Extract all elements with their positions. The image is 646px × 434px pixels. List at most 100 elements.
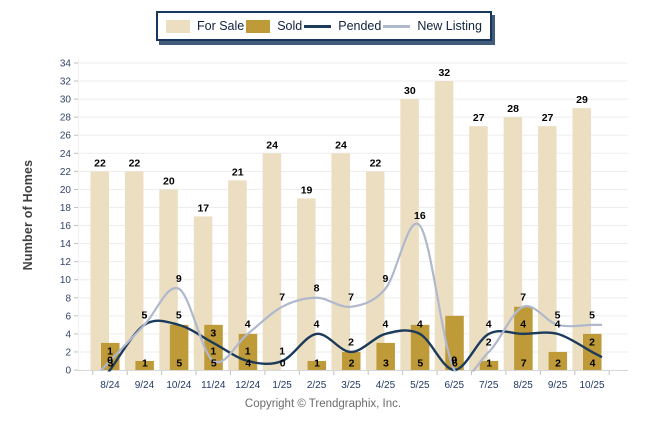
x-tick-label: 3/25: [341, 380, 361, 391]
label-for-sale: 22: [94, 157, 106, 169]
label-pended: 5: [176, 309, 182, 321]
label-sold: 2: [555, 358, 561, 370]
x-tick-label: 7/25: [479, 380, 499, 391]
x-tick-label: 10/24: [166, 380, 191, 391]
bar-for-sale: [572, 108, 591, 370]
label-new-listing: 1: [107, 345, 113, 357]
label-pended: 2: [348, 336, 354, 348]
y-tick-label: 26: [60, 131, 72, 142]
sold-swatch-icon: [246, 19, 271, 33]
legend-label-for-sale: For Sale: [196, 19, 245, 33]
y-tick-label: 12: [60, 257, 72, 268]
bar-for-sale: [434, 81, 454, 370]
bar-sold: [342, 351, 361, 370]
label-for-sale: 22: [370, 157, 382, 169]
x-tick-label: 4/25: [376, 380, 396, 391]
y-tick-label: 24: [60, 149, 72, 160]
label-new-listing: 5: [142, 309, 148, 321]
label-pended: 1: [245, 345, 251, 357]
label-for-sale: 32: [438, 67, 450, 79]
label-pended: 4: [417, 318, 423, 330]
label-sold: 2: [349, 358, 355, 370]
y-axis-title: Number of Homes: [21, 159, 35, 271]
y-tick-label: 20: [60, 185, 72, 196]
label-pended: 4: [555, 318, 561, 330]
bar-for-sale: [400, 99, 419, 370]
label-pended: 3: [210, 327, 216, 339]
x-axis-labels: 8/24 9/24 10/24 11/24 12/24 1/25 2/25 3/25 4/25 5…: [92, 371, 610, 391]
bar-for-sale: [124, 171, 144, 370]
x-tick-label: 12/24: [235, 380, 260, 391]
label-sold: 4: [245, 358, 251, 370]
label-sold: 3: [383, 358, 389, 370]
y-tick-label: 2: [65, 347, 71, 358]
x-tick-label: 8/24: [100, 380, 120, 391]
x-tick-label: 10/25: [579, 380, 604, 391]
label-pended: 0: [451, 355, 457, 367]
label-sold: 1: [142, 358, 148, 370]
label-new-listing: 7: [520, 291, 526, 303]
bar-sold: [376, 342, 395, 370]
legend-item-new-listing: New Listing: [383, 19, 482, 33]
label-pended: 0: [107, 355, 113, 367]
legend-item-sold: Sold: [246, 19, 302, 33]
label-new-listing: 9: [383, 273, 389, 285]
bar-for-sale: [90, 171, 109, 370]
x-tick-label: 1/25: [272, 380, 292, 391]
new-listing-line-swatch-icon: [383, 24, 411, 28]
label-new-listing: 0: [451, 355, 457, 367]
y-tick-label: 10: [60, 275, 72, 286]
label-new-listing: 2: [486, 336, 492, 348]
label-new-listing: 7: [348, 291, 354, 303]
legend: For Sale Sold Pended New Listing: [156, 11, 492, 41]
y-tick-label: 4: [65, 329, 71, 340]
x-tick-label: 8/25: [513, 380, 533, 391]
legend-item-for-sale: For Sale: [165, 19, 245, 33]
y-tick-label: 6: [65, 311, 71, 322]
label-sold: 3: [108, 358, 114, 370]
bar-sold: [307, 360, 327, 370]
label-for-sale: 27: [542, 112, 554, 124]
copyright-text: Copyright © Trendgraphix, Inc.: [244, 398, 402, 410]
bar-sold: [514, 306, 533, 370]
bar-for-sale: [297, 198, 316, 370]
label-for-sale: 28: [507, 103, 519, 115]
bar-sold: [204, 324, 223, 370]
x-tick-label: 2/25: [307, 380, 327, 391]
label-for-sale: 24: [335, 139, 347, 151]
line-pended: [107, 319, 603, 372]
y-tick-label: 32: [60, 77, 72, 88]
legend-label-new-listing: New Listing: [417, 19, 482, 33]
y-tick-label: 30: [60, 95, 72, 106]
label-pended: 2: [589, 336, 595, 348]
label-pended: 5: [142, 309, 148, 321]
label-new-listing: 9: [176, 273, 182, 285]
y-tick-label: 18: [60, 203, 72, 214]
x-tick-label: 9/25: [548, 380, 568, 391]
bar-sold: [479, 360, 499, 370]
x-tick-label: 6/25: [445, 380, 465, 391]
label-sold: 1: [486, 358, 492, 370]
y-tick-label: 14: [60, 239, 72, 250]
label-for-sale: 30: [404, 85, 416, 97]
label-pended: 1: [279, 345, 285, 357]
label-sold: 0: [280, 358, 286, 370]
label-sold: 7: [521, 358, 527, 370]
for-sale-swatch-icon: [165, 19, 190, 33]
label-new-listing: 1: [210, 345, 216, 357]
label-sold: 1: [314, 358, 320, 370]
label-sold: 5: [211, 358, 217, 370]
bar-for-sale: [228, 180, 247, 370]
y-tick-label: 16: [60, 221, 72, 232]
bar-for-sale: [331, 153, 350, 370]
label-pended: 4: [486, 318, 492, 330]
label-for-sale: 22: [129, 157, 141, 169]
pended-line-swatch-icon: [304, 24, 332, 28]
line-new-listing: [100, 222, 602, 372]
label-new-listing: 5: [589, 309, 595, 321]
label-for-sale: 20: [163, 175, 175, 187]
legend-label-pended: Pended: [338, 19, 382, 33]
